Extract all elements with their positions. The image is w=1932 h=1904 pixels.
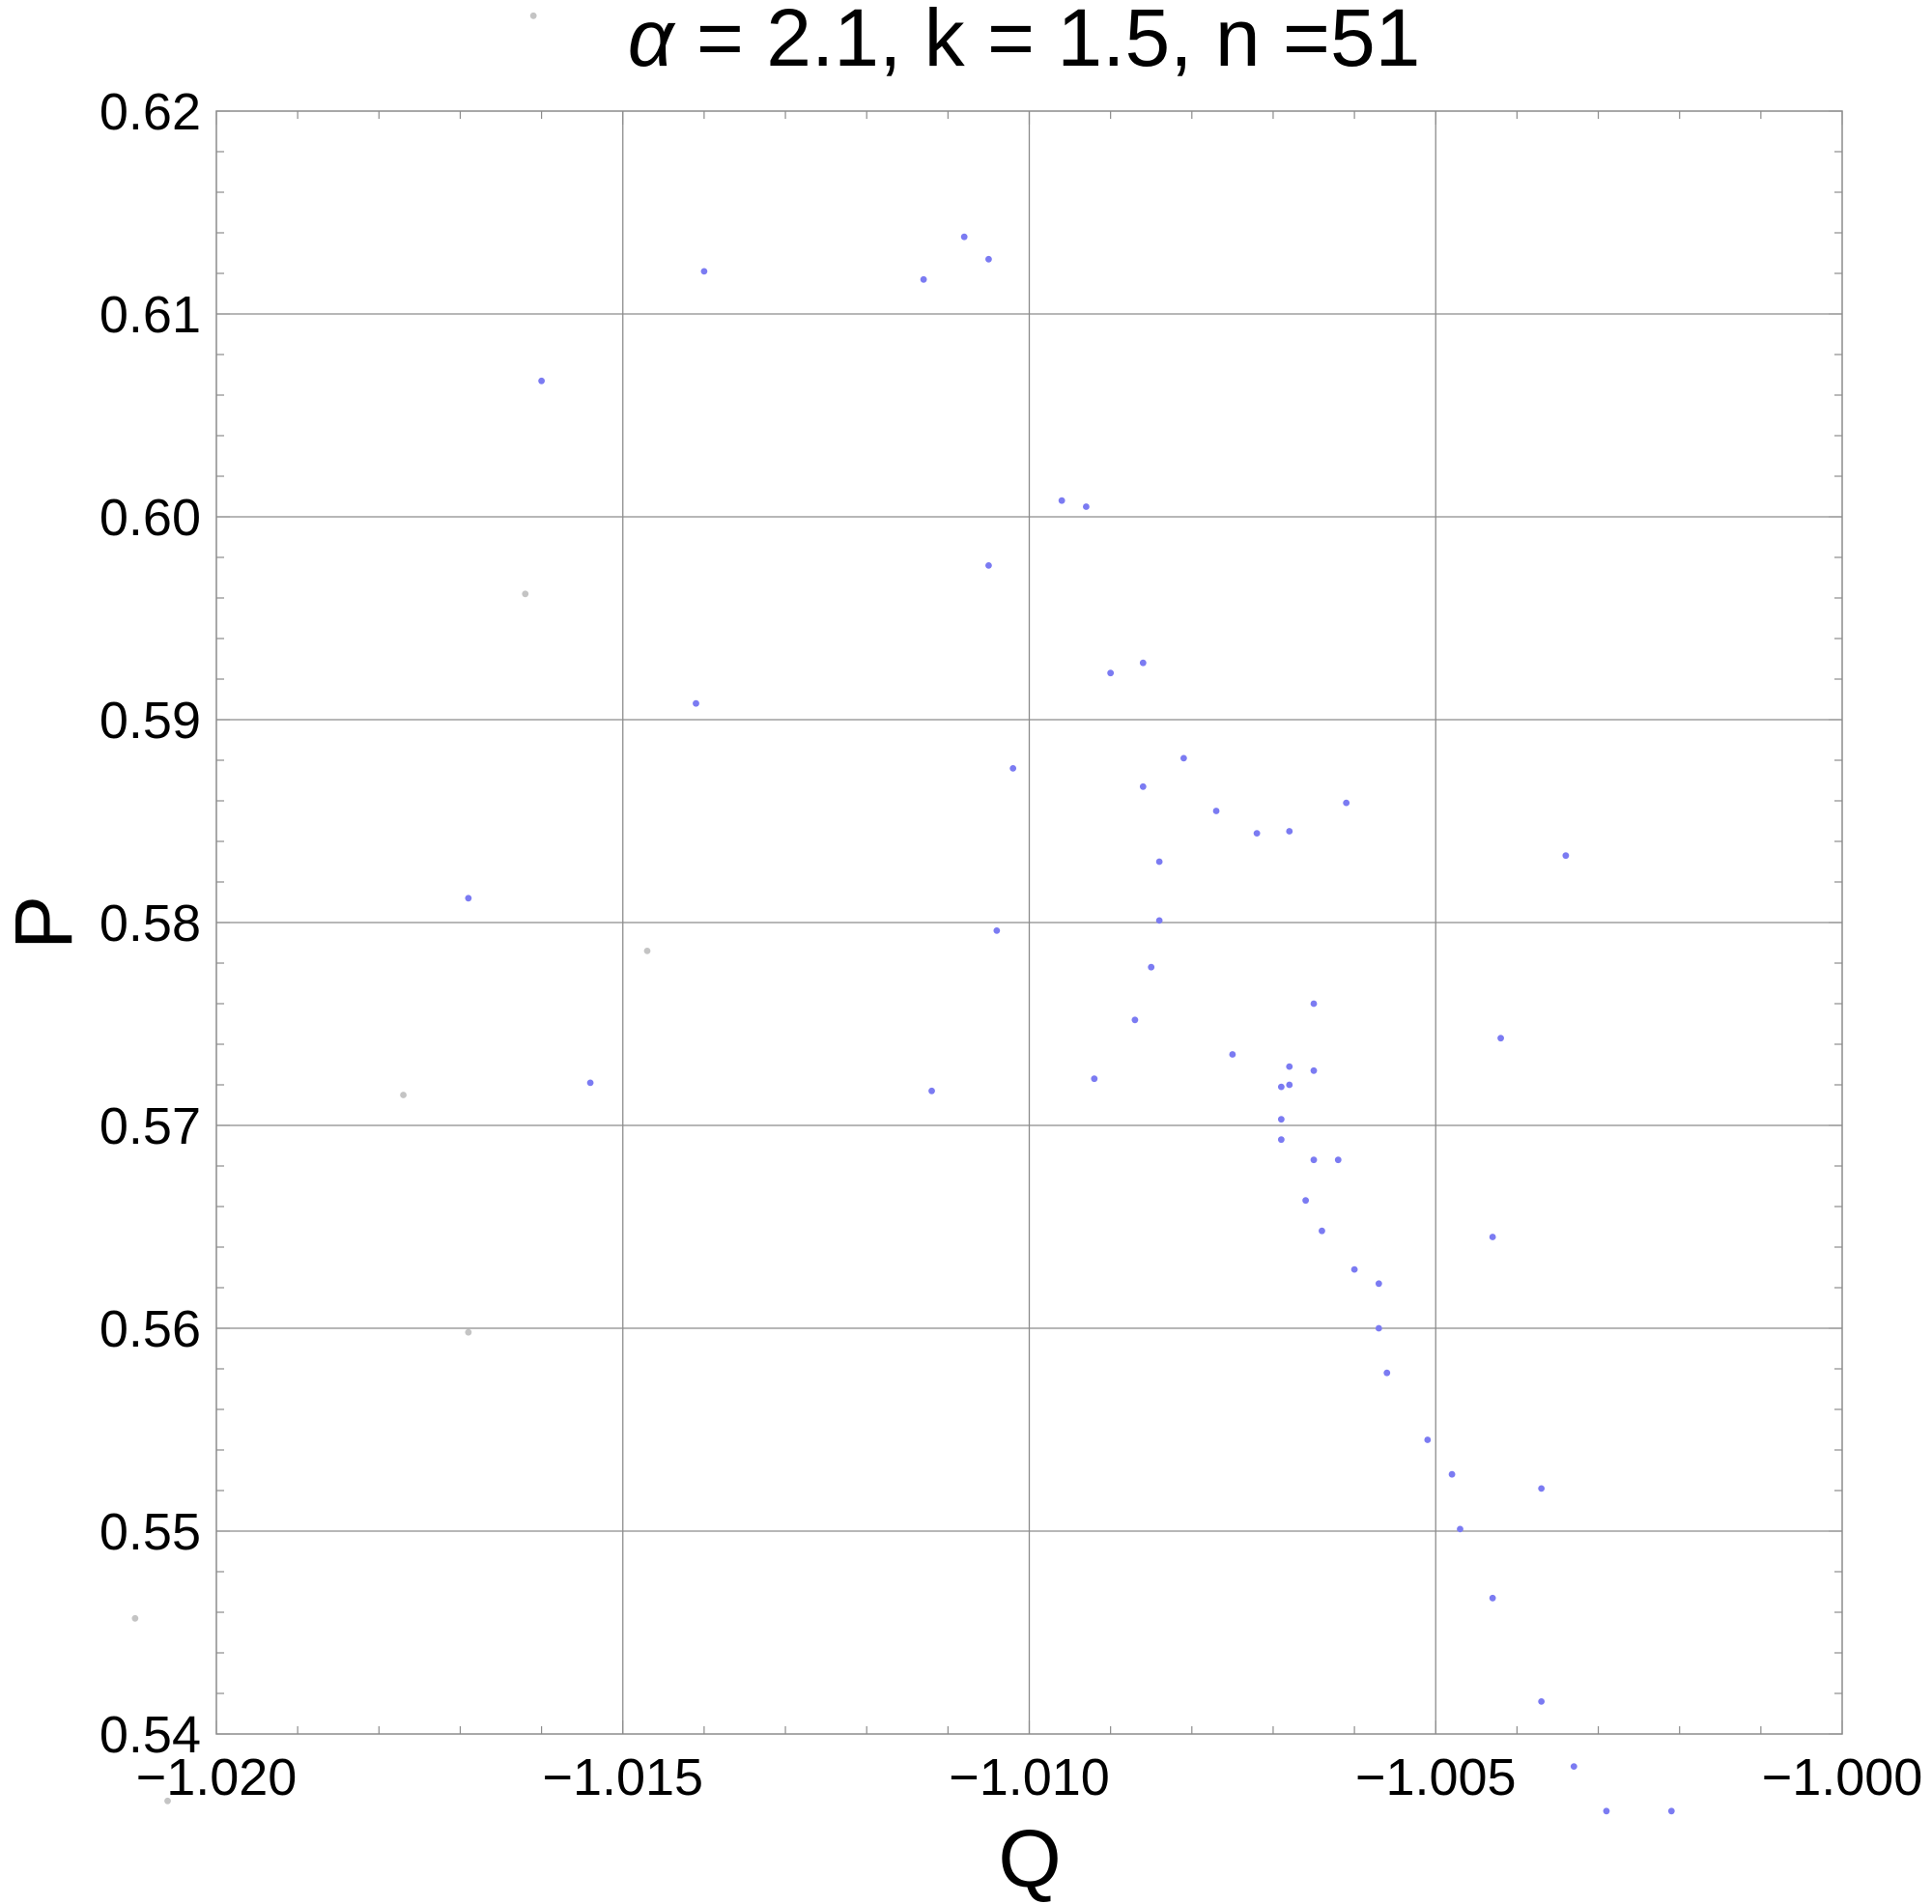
data-point — [1229, 1051, 1236, 1058]
data-point — [1009, 765, 1017, 772]
data-point — [1334, 1156, 1342, 1164]
x-tick-label: −1.020 — [136, 1748, 298, 1806]
data-point — [1302, 1197, 1310, 1205]
data-point — [1538, 1698, 1546, 1705]
data-point — [1424, 1436, 1432, 1443]
title-parameters: = 2.1, k = 1.5, n =51 — [674, 0, 1421, 83]
y-tick-label: 0.61 — [99, 286, 201, 344]
data-point — [1179, 754, 1187, 762]
y-tick-label: 0.57 — [99, 1097, 201, 1155]
y-tick-label: 0.60 — [99, 489, 201, 547]
data-point — [693, 699, 699, 707]
data-point — [1489, 1234, 1496, 1240]
data-point — [522, 590, 529, 598]
data-point — [1286, 828, 1293, 835]
data-point — [1310, 1000, 1318, 1008]
chart-title: α = 2.1, k = 1.5, n =51 — [628, 0, 1421, 83]
data-point — [1277, 1116, 1285, 1123]
y-axis-label: P — [0, 895, 89, 950]
data-point — [400, 1092, 407, 1098]
data-point — [1310, 1066, 1318, 1074]
data-point — [529, 12, 537, 19]
data-point — [1375, 1280, 1382, 1288]
data-point — [1489, 1594, 1496, 1602]
y-tick-label: 0.59 — [99, 692, 201, 750]
data-point — [928, 1087, 935, 1094]
data-point — [1212, 808, 1220, 814]
data-point — [920, 275, 927, 283]
data-point — [1448, 1470, 1456, 1478]
data-point — [1603, 1807, 1610, 1815]
y-tick-label: 0.54 — [99, 1706, 201, 1764]
data-point — [1286, 1063, 1293, 1070]
data-point — [1083, 503, 1090, 510]
data-point — [1286, 1081, 1293, 1089]
data-point — [1131, 1016, 1139, 1024]
data-point — [1538, 1485, 1546, 1492]
data-point — [465, 1328, 472, 1336]
data-point — [985, 255, 992, 263]
data-point — [1107, 669, 1115, 677]
data-point — [1343, 799, 1350, 807]
data-point — [1148, 963, 1155, 971]
data-point — [960, 233, 968, 241]
data-point — [1155, 917, 1163, 924]
data-point — [1277, 1083, 1285, 1091]
y-tick-labels: 0.54 0.55 0.56 0.57 0.58 0.59 0.60 0.61 0.62 — [99, 83, 201, 1764]
x-tick-label: −1.000 — [1762, 1748, 1923, 1806]
data-point — [1319, 1227, 1325, 1235]
data-point — [538, 377, 545, 384]
data-point — [465, 895, 472, 902]
y-tick-label: 0.58 — [99, 895, 201, 952]
data-point — [1350, 1265, 1358, 1273]
title-alpha-symbol: α — [628, 0, 676, 83]
data-point — [1497, 1035, 1504, 1042]
y-tick-label: 0.55 — [99, 1503, 201, 1561]
gridlines — [216, 111, 1842, 1734]
data-point — [1139, 659, 1147, 667]
data-point — [1155, 858, 1163, 866]
data-point — [1570, 1763, 1577, 1770]
x-tick-label: −1.015 — [542, 1748, 703, 1806]
y-tick-label: 0.62 — [99, 83, 201, 141]
data-point — [1139, 782, 1147, 790]
data-points — [131, 12, 1675, 1815]
data-point — [164, 1797, 171, 1805]
data-point — [586, 1079, 594, 1087]
data-point — [1457, 1525, 1463, 1533]
data-point — [131, 1614, 139, 1622]
x-tick-label: −1.010 — [949, 1748, 1110, 1806]
data-point — [1091, 1075, 1098, 1083]
x-axis-label: Q — [998, 1813, 1061, 1904]
data-point — [1667, 1807, 1675, 1815]
data-point — [1383, 1369, 1391, 1377]
y-tick-label: 0.56 — [99, 1300, 201, 1358]
data-point — [1310, 1156, 1318, 1164]
data-point — [1058, 497, 1065, 504]
data-point — [1562, 852, 1570, 860]
data-point — [985, 562, 992, 569]
data-point — [1375, 1324, 1382, 1332]
data-point — [700, 268, 708, 275]
data-point — [643, 948, 651, 954]
data-point — [1253, 830, 1261, 837]
x-tick-labels: −1.020 −1.015 −1.010 −1.005 −1.000 — [136, 1748, 1923, 1806]
data-point — [1277, 1136, 1285, 1144]
x-tick-label: −1.005 — [1355, 1748, 1517, 1806]
data-point — [993, 927, 1001, 934]
tick-marks — [215, 110, 1843, 1735]
